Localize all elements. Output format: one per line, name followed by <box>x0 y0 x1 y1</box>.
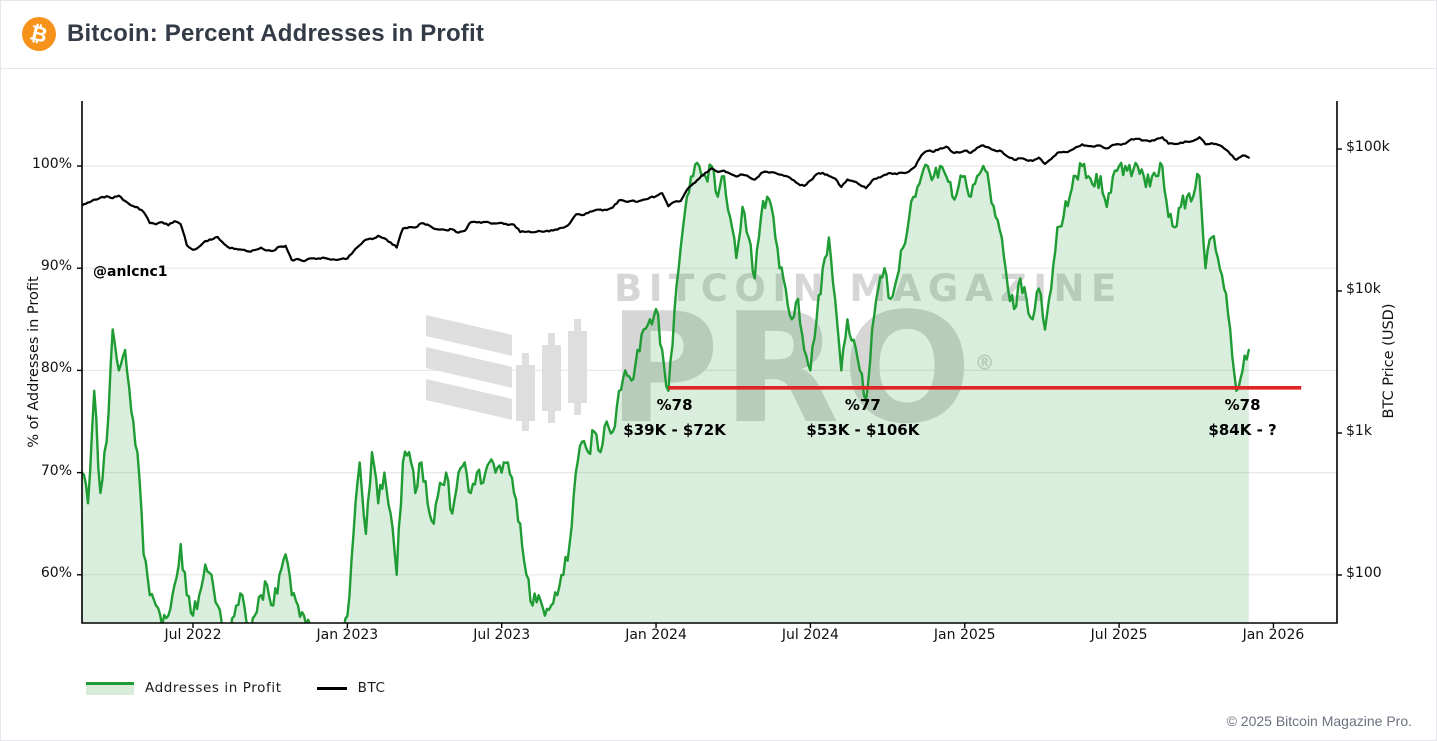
annotation-price-range: $53K - $106K <box>806 420 920 439</box>
y-left-tick-label: 70% <box>40 462 72 479</box>
y-right-tick-label: $1k <box>1346 423 1372 439</box>
x-tick-label: Jul 2022 <box>164 627 222 643</box>
page-title: Bitcoin: Percent Addresses in Profit <box>67 20 485 47</box>
x-tick-label: Jul 2025 <box>1090 627 1148 643</box>
y-left-tick-label: 90% <box>40 258 72 275</box>
author-handle: @anlcnc1 <box>93 264 168 280</box>
y-left-tick-label: 60% <box>40 564 72 581</box>
legend-line-label: BTC <box>357 680 386 696</box>
y-left-tick-label: 80% <box>40 360 72 377</box>
y-right-tick-label: $100 <box>1346 565 1382 581</box>
bitcoin-logo-icon: ₿ <box>22 17 56 51</box>
red-line-annotation: %77 $53K - $106K <box>806 396 919 439</box>
annotation-price-range: $39K - $72K <box>623 420 726 439</box>
red-line-annotation: %78 $39K - $72K <box>623 396 726 439</box>
x-tick-label: Jul 2023 <box>473 627 531 643</box>
x-tick-label: Jan 2025 <box>933 627 996 643</box>
y-left-tick-label: 100% <box>31 156 72 172</box>
legend-line-swatch <box>316 686 347 690</box>
x-tick-label: Jan 2023 <box>316 627 379 643</box>
x-tick-label: Jul 2024 <box>781 627 839 643</box>
legend: Addresses in Profit BTC <box>86 680 386 696</box>
annotation-percent: %77 <box>844 395 881 414</box>
x-tick-label: Jan 2026 <box>1242 627 1305 643</box>
annotation-percent: %78 <box>656 395 693 414</box>
copyright-text: © 2025 Bitcoin Magazine Pro. <box>1226 713 1412 729</box>
y-right-tick-label: $10k <box>1346 281 1381 297</box>
legend-area-label: Addresses in Profit <box>145 680 282 696</box>
right-axis-label: BTC Price (USD) <box>1381 303 1397 419</box>
red-line-annotation: %78 $84K - ? <box>1208 396 1276 439</box>
legend-area-swatch <box>86 681 134 695</box>
x-tick-label: Jan 2024 <box>625 627 687 643</box>
annotation-price-range: $84K - ? <box>1208 420 1277 439</box>
header-bar: ₿ Bitcoin: Percent Addresses in Profit <box>1 1 1436 69</box>
annotation-percent: %78 <box>1224 395 1261 414</box>
y-right-tick-label: $100k <box>1346 139 1390 155</box>
